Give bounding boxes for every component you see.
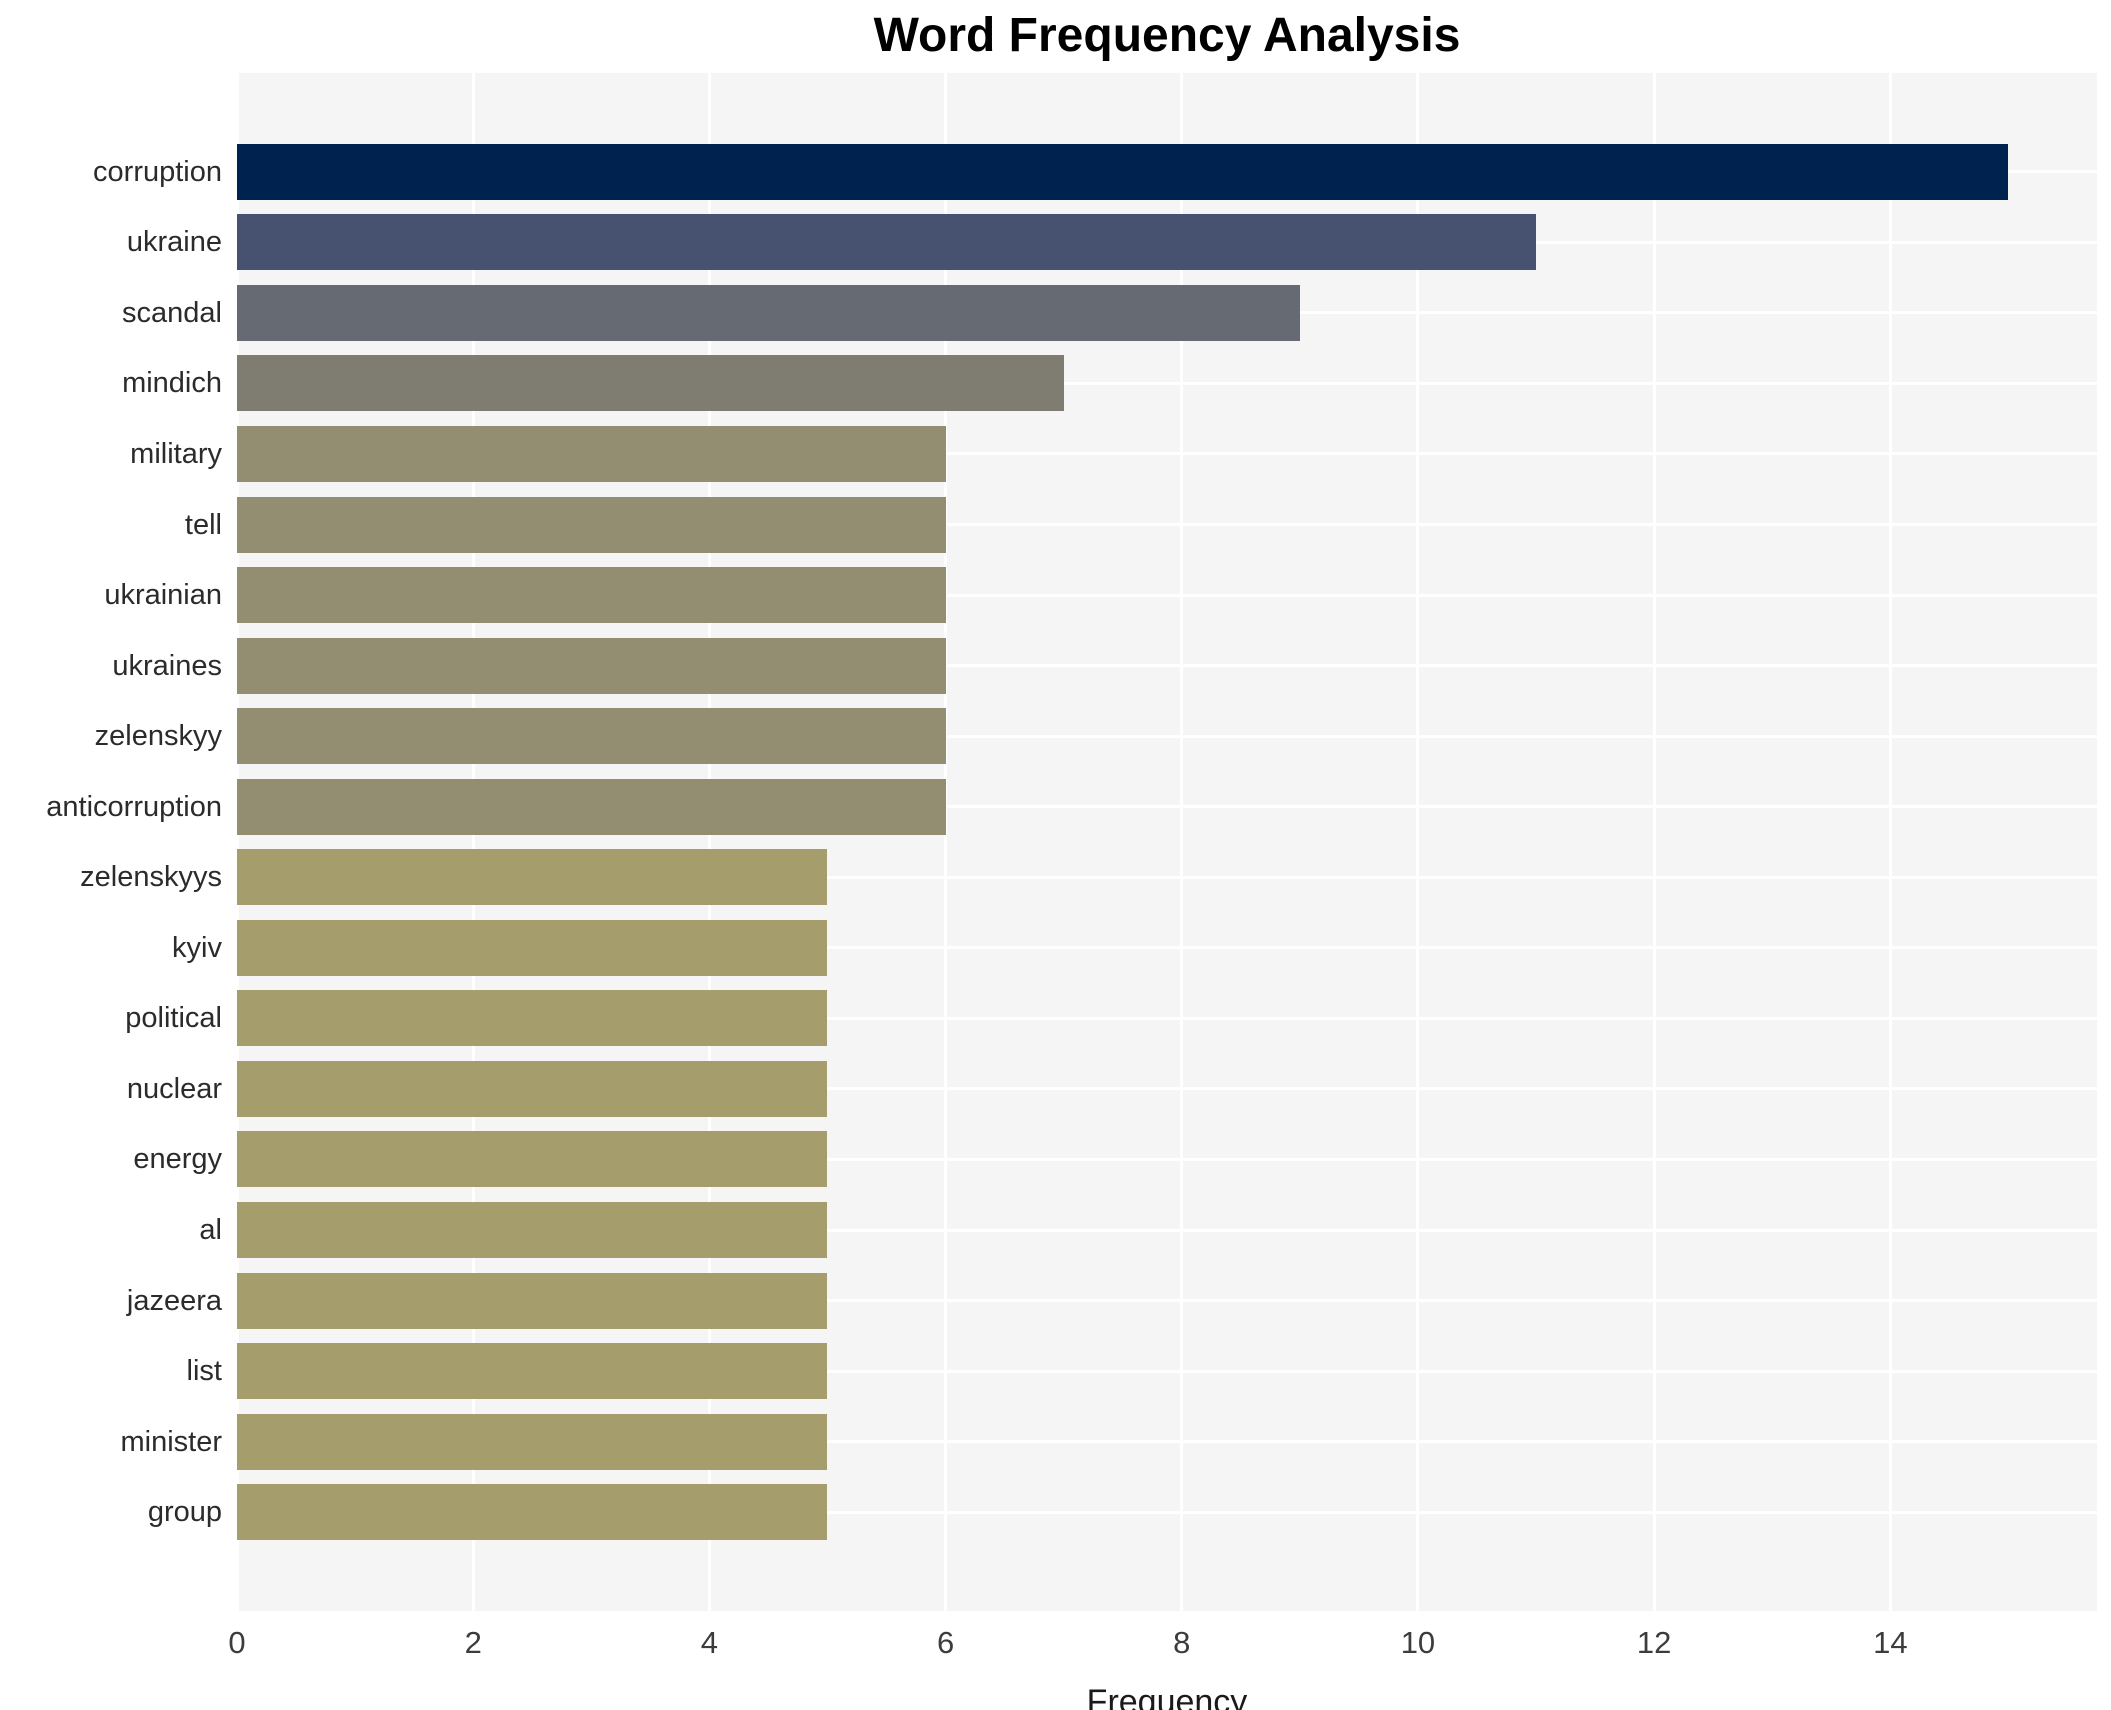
plot-area xyxy=(237,73,2097,1611)
bar-ukraines xyxy=(237,637,946,694)
bar-nuclear xyxy=(237,1060,828,1117)
bar-al xyxy=(237,1202,828,1259)
y-axis-label-anticorruption: anticorruption xyxy=(46,790,222,823)
gridline-vertical xyxy=(944,73,948,1611)
x-tick-label: 14 xyxy=(1873,1625,1908,1660)
y-axis-label-al: al xyxy=(199,1214,222,1247)
y-axis-label-nuclear: nuclear xyxy=(126,1072,222,1105)
y-axis-label-zelenskyys: zelenskyys xyxy=(80,861,222,894)
bar-tell xyxy=(237,496,946,553)
gridline-horizontal xyxy=(237,1369,2097,1373)
bar-scandal xyxy=(237,284,1300,341)
gridline-horizontal xyxy=(237,805,2097,809)
gridline-horizontal xyxy=(237,1087,2097,1091)
gridline-horizontal xyxy=(237,946,2097,950)
gridline-horizontal xyxy=(237,664,2097,668)
x-axis-label: Frequency xyxy=(1086,1683,1248,1710)
bar-minister xyxy=(237,1413,828,1470)
y-axis-label-group: group xyxy=(147,1496,222,1529)
y-axis-label-mindich: mindich xyxy=(122,367,222,400)
y-axis-label-ukrainian: ukrainian xyxy=(104,579,222,612)
y-axis-label-zelenskyy: zelenskyy xyxy=(94,720,222,753)
chart-title: Word Frequency Analysis xyxy=(873,9,1461,62)
x-tick-label: 6 xyxy=(936,1625,955,1660)
bar-military xyxy=(237,425,946,482)
y-axis-label-ukraines: ukraines xyxy=(112,649,222,682)
x-tick-label: 12 xyxy=(1636,1625,1672,1660)
bar-ukrainian xyxy=(237,567,946,624)
bar-energy xyxy=(237,1131,828,1188)
gridline-vertical xyxy=(1888,73,1892,1611)
bar-corruption xyxy=(237,143,2009,200)
bar-group xyxy=(237,1484,828,1541)
y-axis-label-list: list xyxy=(186,1355,222,1388)
bar-list xyxy=(237,1343,828,1400)
gridline-vertical xyxy=(1180,73,1184,1611)
gridline-horizontal xyxy=(237,452,2097,456)
gridline-horizontal xyxy=(237,1299,2097,1303)
gridline-vertical xyxy=(707,73,711,1611)
y-axis-label-kyiv: kyiv xyxy=(172,931,222,964)
gridline-vertical xyxy=(471,73,475,1611)
gridline-horizontal xyxy=(237,523,2097,527)
y-axis-label-military: military xyxy=(130,437,222,470)
x-tick-label: 10 xyxy=(1400,1625,1436,1660)
gridline-horizontal xyxy=(237,1510,2097,1514)
bar-zelenskyys xyxy=(237,849,828,906)
y-axis-label-energy: energy xyxy=(133,1143,222,1176)
gridline-horizontal xyxy=(237,381,2097,385)
bar-political xyxy=(237,990,828,1047)
y-axis-label-jazeera: jazeera xyxy=(126,1284,222,1317)
gridline-horizontal xyxy=(237,875,2097,879)
bar-jazeera xyxy=(237,1272,828,1329)
bar-ukraine xyxy=(237,214,1537,271)
gridline-horizontal xyxy=(237,1016,2097,1020)
gridline-horizontal xyxy=(237,593,2097,597)
x-tick-label: 8 xyxy=(1173,1625,1191,1660)
bar-zelenskyy xyxy=(237,708,946,765)
y-axis-label-political: political xyxy=(125,1002,222,1035)
gridline-horizontal xyxy=(237,734,2097,738)
gridline-vertical xyxy=(1416,73,1420,1611)
x-tick-label: 2 xyxy=(464,1625,482,1660)
y-axis-label-minister: minister xyxy=(120,1425,222,1458)
y-axis-label-corruption: corruption xyxy=(93,155,222,188)
bar-kyiv xyxy=(237,919,828,976)
y-axis-label-tell: tell xyxy=(184,508,222,541)
x-tick-label: 0 xyxy=(228,1625,246,1660)
x-tick-label: 4 xyxy=(700,1625,718,1660)
bar-anticorruption xyxy=(237,778,946,835)
y-axis-label-scandal: scandal xyxy=(122,296,222,329)
gridline-horizontal xyxy=(237,1157,2097,1161)
gridline-vertical xyxy=(1652,73,1656,1611)
y-axis-label-ukraine: ukraine xyxy=(126,226,222,259)
gridline-horizontal xyxy=(237,1440,2097,1444)
gridline-vertical xyxy=(237,73,239,1611)
bar-mindich xyxy=(237,355,1064,412)
gridline-horizontal xyxy=(237,1228,2097,1232)
